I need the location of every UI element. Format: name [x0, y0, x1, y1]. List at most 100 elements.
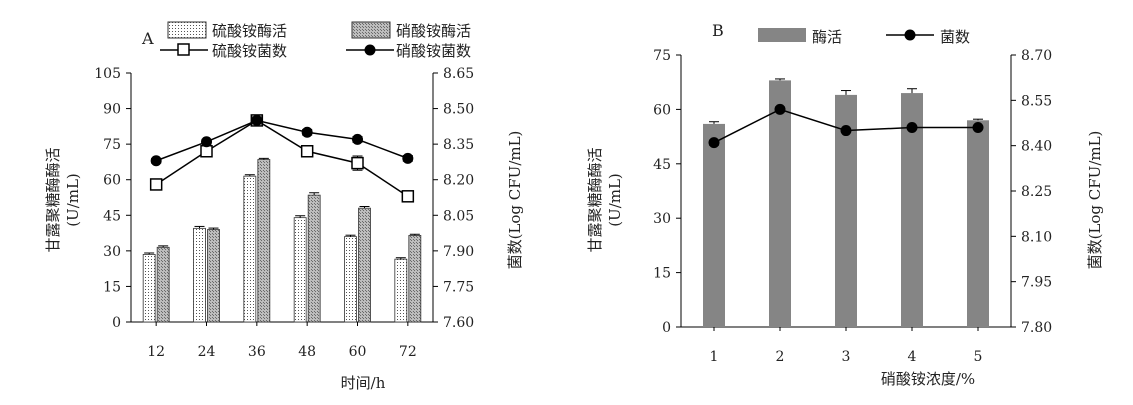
- y-tick-label-right: 8.35: [443, 137, 474, 153]
- series-line: [155, 119, 409, 162]
- y-tick-label-right: 7.90: [443, 244, 474, 260]
- x-tick-label: 3: [842, 349, 851, 365]
- legend-label-sulfate-count: 硫酸铵菌数: [212, 42, 287, 60]
- bar: [207, 229, 220, 323]
- y-tick-label-left: 0: [662, 320, 671, 336]
- y-tick-label-right: 8.55: [1021, 93, 1052, 109]
- panel-b-plot: 015304560757.807.958.108.258.408.558.701…: [653, 48, 1052, 365]
- data-point: [149, 178, 163, 191]
- panel-b-letter: B: [712, 21, 724, 40]
- bar: [193, 227, 206, 323]
- x-tick-label: 2: [776, 349, 785, 365]
- legend-label-nitrate-count: 硝酸铵菌数: [396, 42, 471, 60]
- panel-a-ylabel-right: 菌数(Log CFU/mL): [506, 131, 524, 270]
- legend-swatch-sulfate-activity: [167, 21, 207, 39]
- panel-b-ylabel-right: 菌数(Log CFU/mL): [1086, 131, 1104, 270]
- bar: [408, 235, 422, 323]
- panel-a: A 硫酸铵酶活 硝酸铵酶活 硫酸铵菌数 硝酸铵菌数 甘露聚糖酶酶活 (U/mL)…: [44, 21, 524, 392]
- bar: [835, 94, 857, 327]
- x-tick-label: 36: [248, 344, 266, 360]
- y-tick-label-right: 8.10: [1021, 229, 1052, 245]
- legend-label-nitrate-activity: 硝酸铵酶活: [396, 22, 471, 40]
- series-line: [155, 119, 409, 197]
- y-tick-label-left: 0: [112, 315, 121, 331]
- data-point: [402, 152, 414, 164]
- panel-a-ylabel-left-line1: 甘露聚糖酶酶活: [44, 147, 62, 252]
- x-tick-label: 5: [974, 349, 983, 365]
- bar: [257, 159, 271, 323]
- panel-a-letter: A: [141, 29, 154, 48]
- bar: [142, 254, 156, 323]
- data-point: [150, 155, 162, 167]
- legend-label-activity: 酶活: [812, 28, 842, 46]
- panel-b-ylabel-left-line1: 甘露聚糖酶酶活: [586, 147, 604, 252]
- panel-a-ylabel-left-line2: (U/mL): [64, 173, 82, 227]
- data-point: [840, 125, 852, 137]
- data-point: [972, 122, 984, 134]
- x-tick-label: 12: [147, 344, 165, 360]
- data-point: [300, 145, 314, 158]
- panel-a-xlabel: 时间/h: [341, 374, 386, 392]
- y-tick-label-right: 7.80: [1021, 320, 1052, 336]
- x-tick-label: 60: [349, 344, 367, 360]
- legend-marker-nitrate-count: [364, 44, 376, 56]
- bar: [901, 93, 923, 327]
- legend-swatch-nitrate-activity: [351, 21, 391, 39]
- y-tick-label-left: 30: [103, 244, 121, 260]
- y-tick-label-right: 7.95: [1021, 275, 1052, 291]
- y-tick-label-left: 105: [94, 66, 121, 82]
- data-point: [708, 137, 720, 149]
- legend-label-sulfate-activity: 硫酸铵酶活: [212, 22, 287, 40]
- x-tick-label: 72: [399, 344, 417, 360]
- x-tick-label: 24: [198, 344, 216, 360]
- bar: [703, 123, 725, 327]
- data-point: [201, 136, 212, 148]
- y-tick-label-right: 8.25: [1021, 184, 1052, 200]
- y-tick-label-left: 90: [103, 102, 121, 118]
- y-tick-label-left: 45: [653, 157, 671, 173]
- panel-a-plot: 0 15 30 45 60 75 90 105 7.60 7.75 7.90 8.05 8.20 8.35…: [94, 66, 474, 360]
- data-point: [352, 133, 363, 145]
- y-tick-label-right: 8.65: [443, 66, 474, 82]
- data-point: [401, 190, 415, 203]
- y-tick-label-right: 8.20: [443, 173, 474, 189]
- data-point: [301, 126, 313, 138]
- bar: [967, 120, 989, 327]
- panel-b-legend: 酶活 菌数: [758, 28, 970, 46]
- y-tick-label-right: 8.05: [443, 208, 474, 224]
- y-tick-label-left: 15: [103, 279, 121, 295]
- data-point: [200, 145, 213, 158]
- x-tick-label: 1: [710, 349, 719, 365]
- bar: [293, 217, 307, 323]
- bar: [358, 207, 371, 323]
- legend-label-count: 菌数: [940, 28, 970, 46]
- bar: [156, 246, 170, 323]
- bar: [769, 80, 791, 328]
- panel-b-ylabel-left-line2: (U/mL): [606, 173, 624, 227]
- bar: [344, 236, 357, 323]
- y-tick-label-right: 7.60: [443, 315, 474, 331]
- y-tick-label-left: 75: [103, 137, 121, 153]
- panel-b: B 酶活 菌数 甘露聚糖酶酶活 (U/mL) 菌数(Log CFU/mL) 硝酸…: [586, 21, 1104, 388]
- y-tick-label-right: 8.70: [1021, 48, 1052, 64]
- x-tick-label: 4: [908, 349, 917, 365]
- data-point: [774, 103, 786, 115]
- y-tick-label-left: 60: [653, 102, 671, 118]
- data-point: [251, 114, 263, 126]
- y-tick-label-left: 45: [103, 208, 121, 224]
- data-point: [906, 122, 918, 134]
- bar: [307, 194, 321, 323]
- legend-marker-sulfate-count: [177, 43, 190, 56]
- panel-b-xlabel: 硝酸铵浓度/%: [881, 370, 975, 388]
- bar: [394, 258, 408, 323]
- y-tick-label-right: 8.40: [1021, 139, 1052, 155]
- legend-swatch-activity: [758, 28, 806, 42]
- bar: [243, 175, 257, 323]
- panel-a-legend: 硫酸铵酶活 硝酸铵酶活 硫酸铵菌数 硝酸铵菌数: [160, 21, 471, 60]
- y-tick-label-left: 60: [103, 173, 121, 189]
- y-tick-label-left: 15: [653, 266, 671, 282]
- data-point: [351, 156, 364, 170]
- legend-marker-count: [904, 29, 916, 41]
- y-tick-label-left: 75: [653, 48, 671, 64]
